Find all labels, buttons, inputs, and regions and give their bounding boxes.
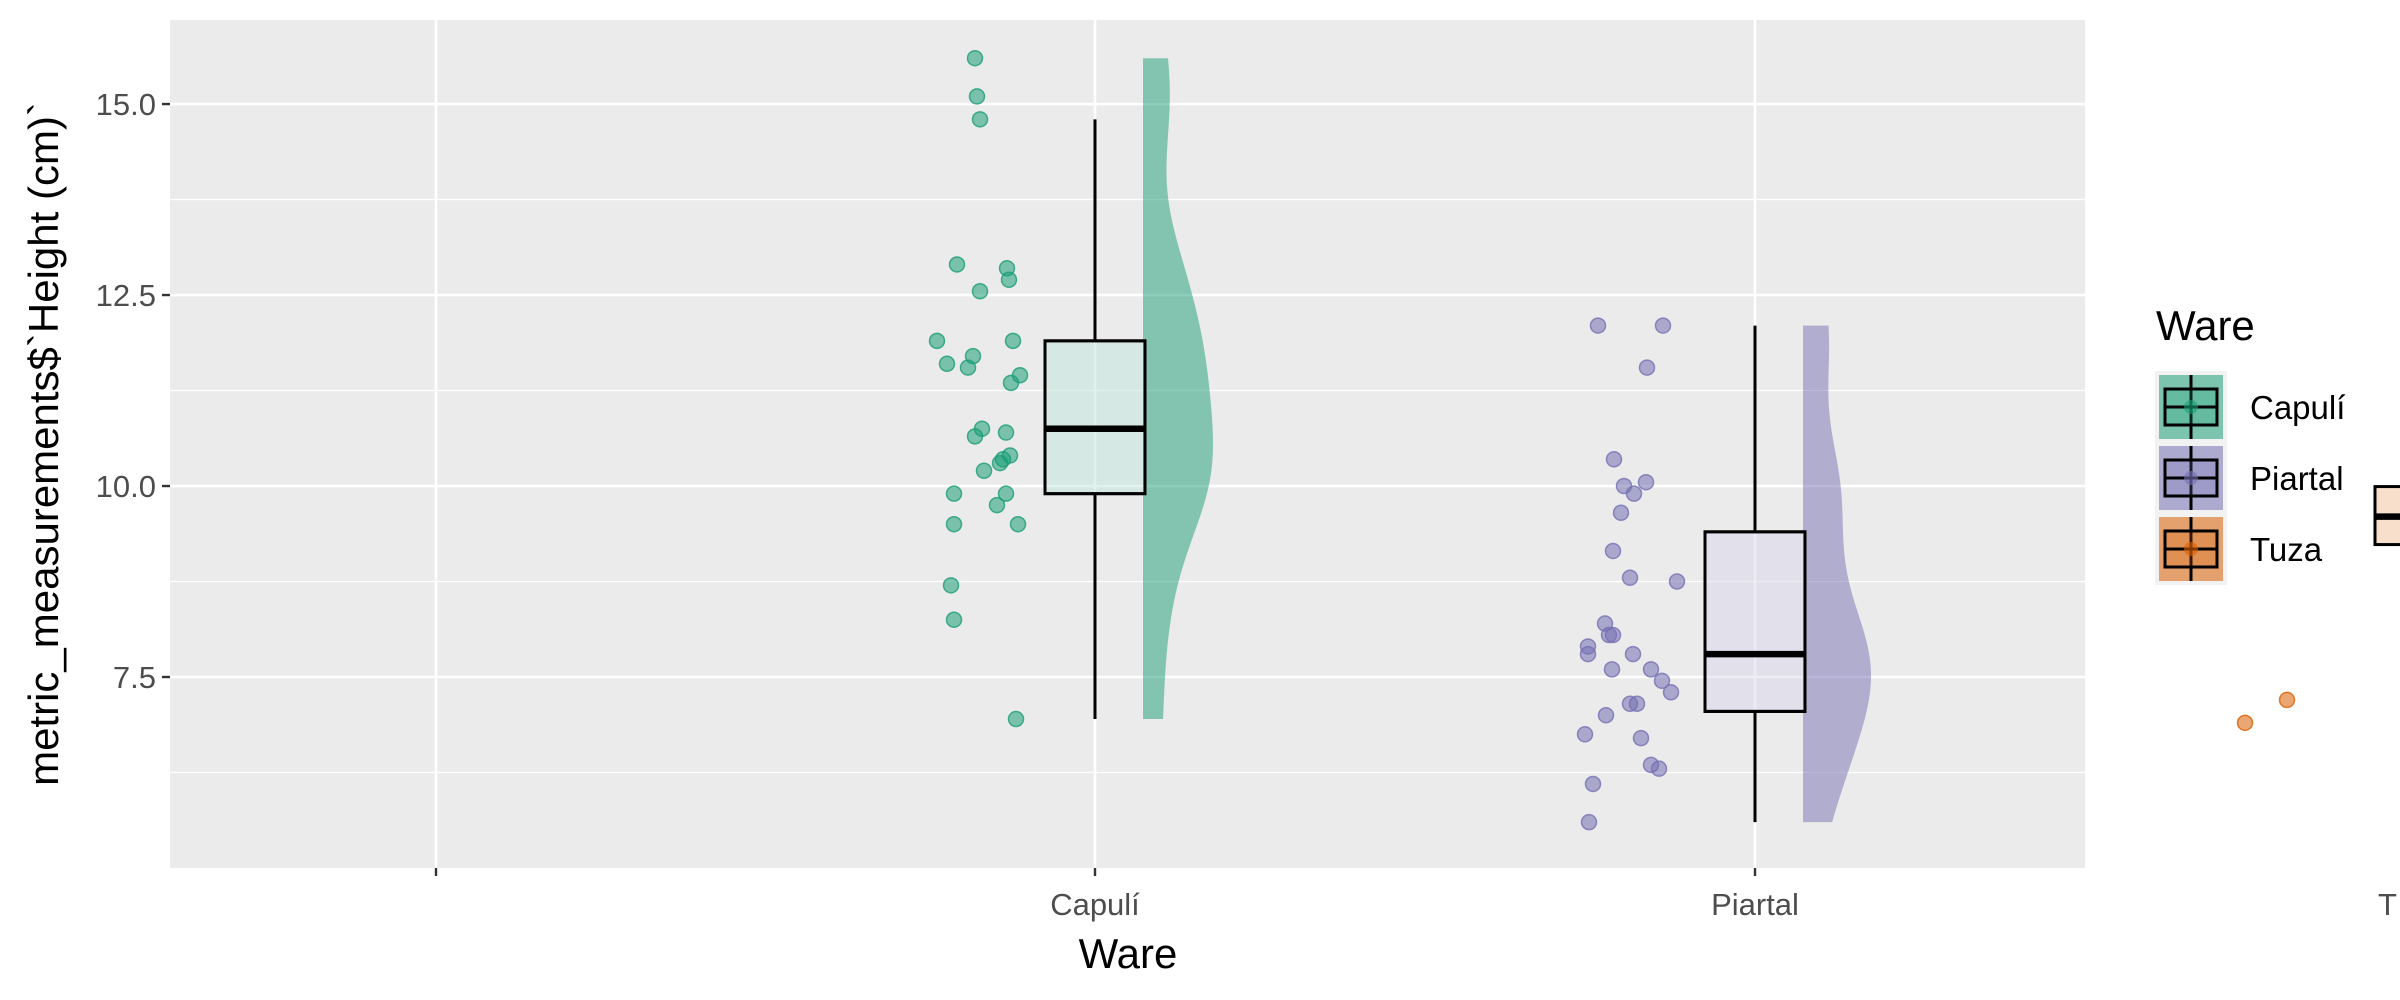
box-tint xyxy=(1045,340,1145,494)
series-group xyxy=(1576,317,1871,831)
data-point xyxy=(1604,542,1622,560)
density-1 xyxy=(1803,325,1871,823)
data-point xyxy=(1004,332,1022,350)
data-point xyxy=(945,611,963,628)
data-point xyxy=(1000,271,1018,288)
legend-label: Tuza xyxy=(2250,531,2323,568)
data-point xyxy=(1638,359,1656,376)
x-tick-label: Piartal xyxy=(1711,887,1799,922)
data-point xyxy=(1009,515,1027,533)
y-tick-label: 15.0 xyxy=(96,87,156,122)
legend-title: Ware xyxy=(2156,302,2255,349)
data-point xyxy=(1580,813,1598,831)
data-point xyxy=(1621,569,1639,586)
data-point xyxy=(966,428,984,445)
data-point xyxy=(975,462,993,479)
x-tick-label: Capulí xyxy=(1050,887,1140,922)
data-point xyxy=(1624,645,1642,663)
data-point xyxy=(959,359,977,376)
y-tick-label: 7.5 xyxy=(113,660,156,695)
legend-key-point xyxy=(2184,542,2198,556)
box-outline xyxy=(1043,339,1147,496)
data-point xyxy=(1603,661,1621,678)
data-point xyxy=(1589,317,1607,334)
axes: 7.5 10.0 12.5 15.0 Capulí Piartal T xyxy=(96,87,2397,922)
data-point xyxy=(988,496,1006,514)
series-group xyxy=(928,49,1213,728)
data-point xyxy=(942,577,960,594)
data-point xyxy=(1002,374,1020,392)
legend-label: Piartal xyxy=(2250,460,2344,497)
plot-panel xyxy=(170,20,2085,868)
legend: Ware Capulí Piartal Tuza xyxy=(2155,302,2345,585)
data-point xyxy=(1653,672,1671,690)
data-point xyxy=(1612,504,1630,522)
legend-item: Tuza xyxy=(2155,513,2323,585)
y-tick-label: 10.0 xyxy=(96,469,156,504)
data-point xyxy=(1632,729,1650,747)
data-point xyxy=(997,485,1015,502)
data-point xyxy=(1628,695,1646,712)
density-0 xyxy=(1143,58,1213,720)
data-point xyxy=(968,88,986,105)
data-point xyxy=(928,332,946,350)
legend-item: Capulí xyxy=(2155,371,2345,443)
y-tick-label: 12.5 xyxy=(96,278,156,313)
x-tick-label: T xyxy=(2378,887,2397,922)
legend-key-point xyxy=(2184,400,2198,414)
data-point xyxy=(997,424,1015,441)
data-point xyxy=(2278,691,2296,709)
data-point xyxy=(1668,573,1686,590)
data-point xyxy=(945,515,963,533)
data-point xyxy=(971,111,989,128)
data-point xyxy=(1642,661,1660,678)
data-point xyxy=(1600,626,1618,644)
data-point xyxy=(1637,473,1655,491)
data-point xyxy=(1605,451,1623,468)
chart-marks xyxy=(928,49,2400,831)
data-point xyxy=(1625,485,1643,502)
legend-key-point xyxy=(2184,471,2198,485)
data-point xyxy=(1007,710,1025,728)
x-axis-title: Ware xyxy=(1079,930,1178,977)
data-point xyxy=(1584,775,1602,793)
data-point xyxy=(1662,684,1680,701)
data-point xyxy=(945,485,963,502)
data-point xyxy=(971,282,989,300)
data-point xyxy=(991,454,1009,472)
data-point xyxy=(1650,760,1668,777)
data-point xyxy=(938,355,956,373)
data-point xyxy=(948,256,966,273)
box xyxy=(1703,530,1807,713)
box-tint xyxy=(1705,531,1805,712)
data-point xyxy=(1579,645,1597,663)
data-point xyxy=(2236,714,2254,732)
data-point xyxy=(1597,706,1615,724)
box-outline xyxy=(1703,530,1807,713)
y-axis-title: metric_measurements$`Height (cm)` xyxy=(20,102,67,786)
series-group xyxy=(2236,485,2400,732)
data-point xyxy=(1576,726,1594,743)
legend-item: Piartal xyxy=(2155,442,2344,514)
data-point xyxy=(1654,317,1672,334)
data-point xyxy=(966,49,984,67)
legend-label: Capulí xyxy=(2250,389,2345,426)
